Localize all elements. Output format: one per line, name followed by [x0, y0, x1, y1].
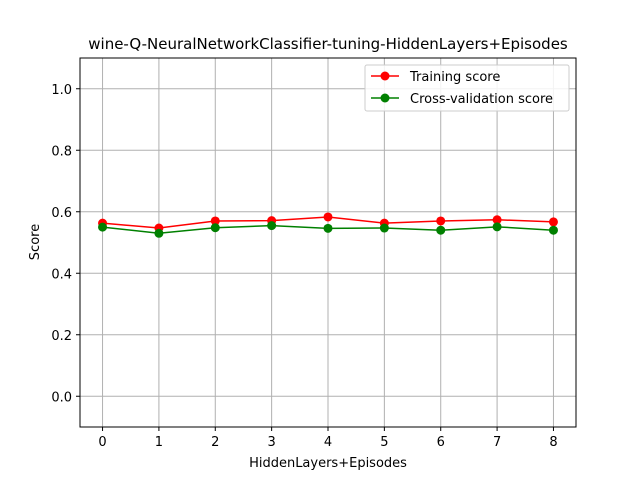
- y-tick-label: 0.0: [51, 390, 72, 405]
- legend: Training score Cross-validation score: [364, 64, 570, 112]
- data-point-series-1: [436, 225, 446, 235]
- data-point-series-1: [323, 223, 333, 233]
- x-axis-label: HiddenLayers+Episodes: [249, 456, 407, 471]
- x-tick-label: 7: [493, 435, 501, 450]
- y-tick-label: 1.0: [51, 83, 72, 98]
- data-point-series-1: [492, 222, 502, 232]
- axis-ticks: 0 1 2 3 4 5 6 7 8 0.0 0.2 0.4 0.6 0.8 1.0: [51, 83, 557, 450]
- data-point-series-1: [267, 221, 277, 231]
- x-tick-label: 4: [324, 435, 332, 450]
- legend-box: [364, 64, 570, 112]
- legend-marker-cv: [380, 93, 390, 103]
- series: [98, 212, 558, 238]
- x-tick-label: 3: [267, 435, 275, 450]
- x-tick-label: 0: [98, 435, 106, 450]
- data-point-series-1: [210, 223, 220, 233]
- y-tick-label: 0.2: [51, 329, 72, 344]
- y-axis-label: Score: [28, 224, 43, 260]
- data-point-series-0: [210, 216, 220, 226]
- x-tick-label: 6: [437, 435, 445, 450]
- legend-marker-training: [380, 71, 390, 81]
- data-point-series-0: [436, 216, 446, 226]
- data-point-series-1: [379, 223, 389, 233]
- y-tick-label: 0.6: [51, 206, 72, 221]
- x-tick-label: 5: [380, 435, 388, 450]
- data-point-series-1: [154, 228, 164, 238]
- data-point-series-0: [548, 217, 558, 227]
- data-point-series-1: [548, 225, 558, 235]
- x-tick-label: 2: [211, 435, 219, 450]
- chart-title: wine-Q-NeuralNetworkClassifier-tuning-Hi…: [88, 35, 568, 53]
- legend-label-cv: Cross-validation score: [410, 92, 553, 107]
- grid: [80, 58, 576, 427]
- y-tick-label: 0.8: [51, 144, 72, 159]
- legend-label-training: Training score: [409, 70, 500, 85]
- data-point-series-0: [492, 215, 502, 225]
- x-tick-label: 1: [155, 435, 163, 450]
- data-point-series-1: [98, 222, 108, 232]
- y-tick-label: 0.4: [51, 267, 72, 282]
- data-point-series-0: [323, 212, 333, 222]
- x-tick-label: 8: [549, 435, 557, 450]
